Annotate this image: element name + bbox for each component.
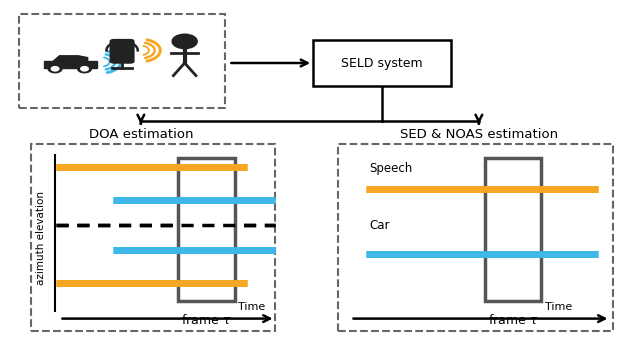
- FancyBboxPatch shape: [338, 144, 613, 331]
- Polygon shape: [44, 61, 97, 68]
- Polygon shape: [53, 56, 88, 61]
- Text: Time: Time: [545, 302, 572, 312]
- Text: DOA estimation: DOA estimation: [89, 128, 193, 141]
- FancyBboxPatch shape: [485, 158, 541, 301]
- Text: SED & NOAS estimation: SED & NOAS estimation: [400, 128, 558, 141]
- Text: azimuth elevation: azimuth elevation: [36, 190, 46, 285]
- Text: frame $\tau$: frame $\tau$: [182, 313, 232, 327]
- Text: frame $\tau$: frame $\tau$: [488, 313, 538, 327]
- FancyBboxPatch shape: [31, 144, 275, 331]
- Circle shape: [78, 65, 91, 73]
- Circle shape: [172, 34, 197, 49]
- Text: Car: Car: [369, 219, 390, 232]
- Text: SELD system: SELD system: [341, 57, 423, 69]
- Text: Time: Time: [238, 302, 265, 312]
- FancyBboxPatch shape: [313, 40, 451, 86]
- FancyBboxPatch shape: [19, 14, 225, 108]
- Circle shape: [48, 65, 62, 73]
- FancyBboxPatch shape: [178, 158, 235, 301]
- FancyBboxPatch shape: [110, 39, 135, 64]
- Circle shape: [81, 67, 88, 71]
- Text: Speech: Speech: [369, 162, 413, 175]
- Circle shape: [51, 67, 59, 71]
